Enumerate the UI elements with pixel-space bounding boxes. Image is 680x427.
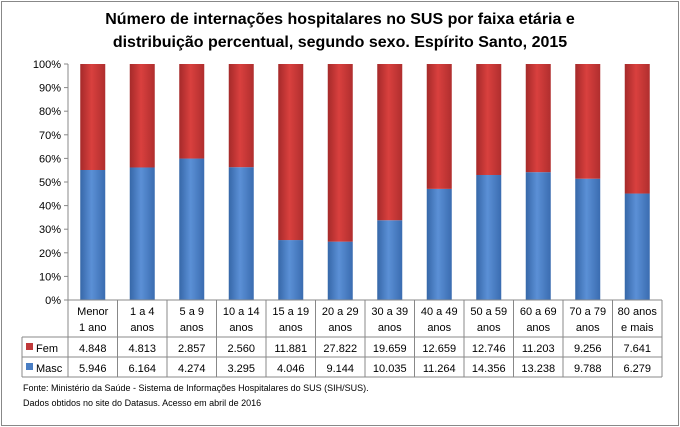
bar-fem: [476, 64, 502, 175]
bar-masc: [525, 172, 551, 300]
bar-fem: [80, 64, 106, 170]
category-label: anos: [378, 322, 402, 334]
category-label: 20 a 29: [322, 306, 359, 318]
masc-value: 5.946: [79, 363, 107, 375]
bar-masc: [179, 158, 205, 300]
fem-value: 9.256: [574, 343, 602, 355]
legend-masc-label: Masc: [36, 363, 63, 375]
y-tick-label: 80%: [39, 106, 61, 118]
source-note: Fonte: Ministério da Saúde - Sistema de …: [23, 383, 369, 393]
y-tick-label: 40%: [39, 201, 61, 213]
category-label: 15 a 19: [272, 306, 309, 318]
category-label: anos: [328, 322, 352, 334]
legend-masc-swatch: [26, 363, 33, 370]
access-note: Dados obtidos no site do Datasus. Acesso…: [23, 398, 262, 408]
masc-value: 10.035: [373, 363, 407, 375]
legend-fem-swatch: [26, 343, 33, 350]
fem-value: 4.848: [79, 343, 107, 355]
masc-value: 11.264: [423, 363, 456, 375]
fem-value: 11.203: [522, 343, 555, 355]
bar-masc: [476, 174, 502, 300]
bar-fem: [575, 64, 601, 179]
category-label: anos: [130, 322, 154, 334]
fem-value: 11.881: [274, 343, 307, 355]
y-tick-label: 30%: [39, 224, 61, 236]
bar-fem: [179, 64, 205, 159]
category-label: anos: [229, 322, 253, 334]
masc-value: 9.788: [574, 363, 602, 375]
bar-masc: [80, 169, 106, 300]
fem-value: 7.641: [623, 343, 651, 355]
bar-fem: [525, 64, 551, 173]
title-line-1: Número de internações hospitalares no SU…: [105, 11, 575, 28]
category-label: anos: [526, 322, 550, 334]
category-label: 10 a 14: [223, 306, 260, 318]
masc-value: 6.164: [128, 363, 156, 375]
category-label: anos: [279, 322, 303, 334]
y-tick-label: 0%: [45, 295, 61, 307]
bar-masc: [624, 193, 650, 300]
category-label: e mais: [621, 322, 654, 334]
bar-masc: [228, 167, 254, 300]
masc-value: 4.046: [277, 363, 305, 375]
bar-fem: [426, 64, 452, 189]
bar-masc: [129, 167, 155, 300]
bar-fem: [228, 64, 254, 168]
fem-value: 27.822: [323, 343, 357, 355]
category-label: 5 a 9: [180, 306, 204, 318]
category-label: 50 a 59: [470, 306, 507, 318]
category-label: anos: [427, 322, 451, 334]
masc-value: 13.238: [521, 363, 555, 375]
category-label: 1 a 4: [130, 306, 154, 318]
bar-fem: [278, 64, 304, 241]
bar-masc: [278, 240, 304, 300]
bar-masc: [327, 241, 353, 300]
fem-value: 12.659: [422, 343, 456, 355]
masc-value: 9.144: [326, 363, 354, 375]
category-label: 80 anos: [618, 306, 658, 318]
category-label: 40 a 49: [421, 306, 458, 318]
fem-value: 2.857: [178, 343, 206, 355]
fem-value: 12.746: [472, 343, 506, 355]
legend-fem-label: Fem: [36, 343, 58, 355]
category-label: 60 a 69: [520, 306, 557, 318]
y-tick-label: 50%: [39, 177, 61, 189]
bar-fem: [624, 64, 650, 194]
bar-fem: [327, 64, 353, 242]
category-label: anos: [180, 322, 204, 334]
y-tick-label: 10%: [39, 271, 61, 283]
category-label: anos: [477, 322, 501, 334]
category-label: 70 a 79: [569, 306, 606, 318]
y-tick-label: 100%: [33, 59, 61, 71]
y-tick-label: 90%: [39, 83, 61, 95]
fem-value: 19.659: [373, 343, 407, 355]
category-label: 1 ano: [79, 322, 107, 334]
chart-title: Número de internações hospitalares no SU…: [0, 8, 680, 54]
masc-value: 3.295: [227, 363, 255, 375]
bar-fem: [377, 64, 403, 221]
fem-value: 2.560: [227, 343, 255, 355]
bar-masc: [575, 178, 601, 300]
category-label: 30 a 39: [371, 306, 408, 318]
y-tick-label: 20%: [39, 248, 61, 260]
masc-value: 14.356: [472, 363, 506, 375]
masc-value: 6.279: [623, 363, 651, 375]
masc-value: 4.274: [178, 363, 206, 375]
category-label: anos: [576, 322, 600, 334]
y-tick-label: 60%: [39, 153, 61, 165]
bar-fem: [129, 64, 155, 168]
title-line-2: distribuição percentual, segundo sexo. E…: [112, 34, 568, 51]
bar-masc: [426, 188, 452, 300]
category-label: Menor: [77, 306, 109, 318]
fem-value: 4.813: [128, 343, 156, 355]
y-tick-label: 70%: [39, 130, 61, 142]
bar-masc: [377, 220, 403, 300]
